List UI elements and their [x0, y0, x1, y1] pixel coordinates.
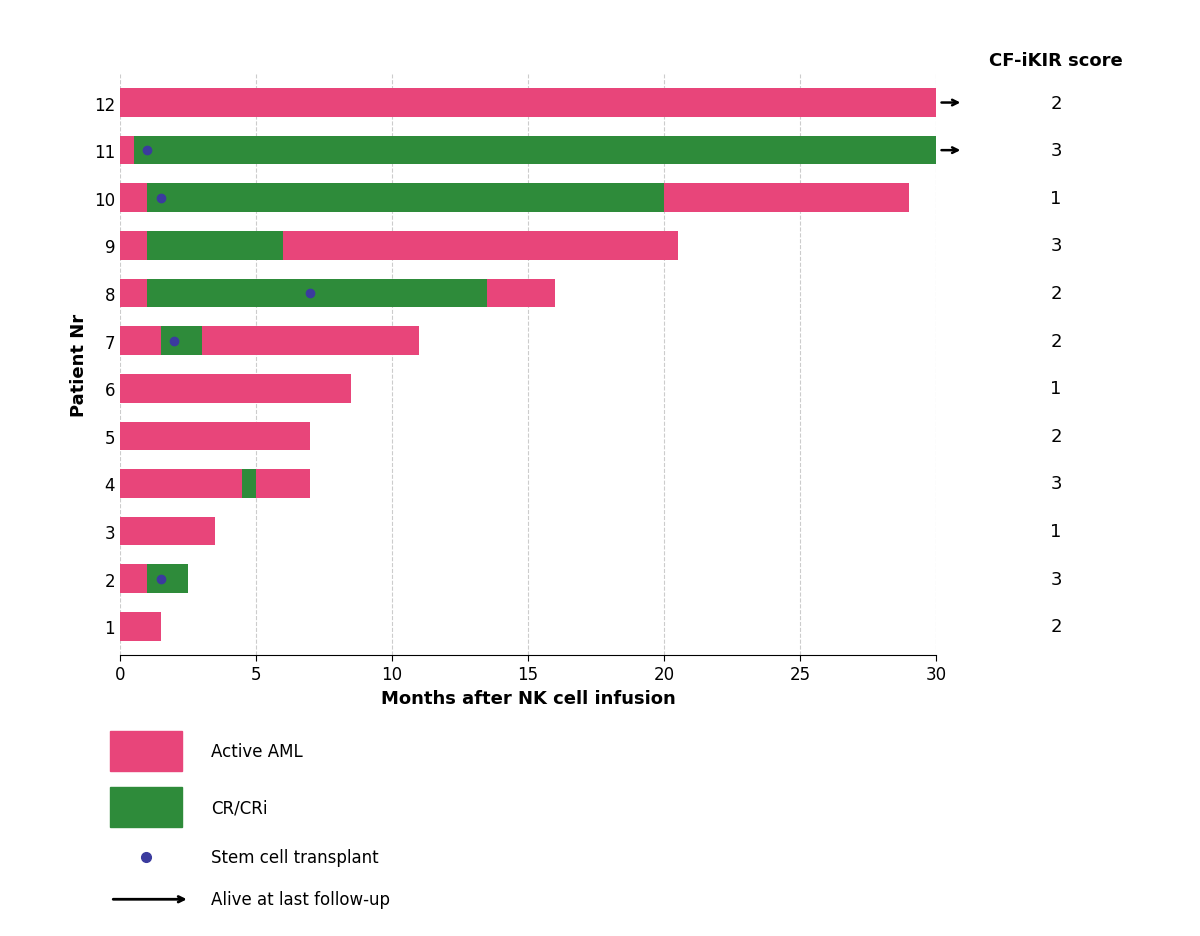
Bar	[120, 280, 148, 308]
Text: CR/CRi: CR/CRi	[211, 798, 268, 816]
Y-axis label: Patient Nr: Patient Nr	[71, 314, 89, 417]
Bar	[283, 232, 678, 260]
Bar	[242, 470, 256, 498]
Bar	[148, 184, 664, 212]
Bar	[664, 184, 908, 212]
Bar	[148, 232, 283, 260]
Text: CF-iKIR score: CF-iKIR score	[989, 51, 1123, 69]
Text: Active AML: Active AML	[211, 742, 302, 760]
Text: 3: 3	[1050, 237, 1062, 256]
Bar	[161, 327, 202, 356]
Bar	[120, 612, 161, 641]
Bar	[120, 184, 148, 212]
Bar	[202, 327, 419, 356]
Bar	[120, 564, 148, 593]
Bar	[148, 564, 188, 593]
Text: 2: 2	[1050, 618, 1062, 636]
Text: Alive at last follow-up: Alive at last follow-up	[211, 890, 390, 908]
X-axis label: Months after NK cell infusion: Months after NK cell infusion	[380, 689, 676, 707]
Text: 1: 1	[1050, 522, 1062, 540]
Text: 1: 1	[1050, 190, 1062, 208]
Text: 1: 1	[1050, 380, 1062, 398]
Text: Stem cell transplant: Stem cell transplant	[211, 848, 379, 866]
Bar	[120, 89, 936, 118]
Text: 3: 3	[1050, 570, 1062, 588]
FancyBboxPatch shape	[110, 787, 182, 827]
Text: 2: 2	[1050, 95, 1062, 112]
Text: 3: 3	[1050, 475, 1062, 493]
Bar	[120, 374, 352, 403]
Bar	[120, 232, 148, 260]
Bar	[487, 280, 556, 308]
Bar	[256, 470, 311, 498]
Bar	[120, 327, 161, 356]
Text: 2: 2	[1050, 332, 1062, 350]
Bar	[133, 137, 936, 166]
Text: 2: 2	[1050, 285, 1062, 302]
Bar	[120, 470, 242, 498]
Text: 3: 3	[1050, 142, 1062, 160]
Bar	[120, 518, 215, 546]
Bar	[148, 280, 487, 308]
FancyBboxPatch shape	[110, 731, 182, 771]
Text: 2: 2	[1050, 428, 1062, 446]
Bar	[120, 422, 311, 450]
Bar	[120, 137, 133, 166]
